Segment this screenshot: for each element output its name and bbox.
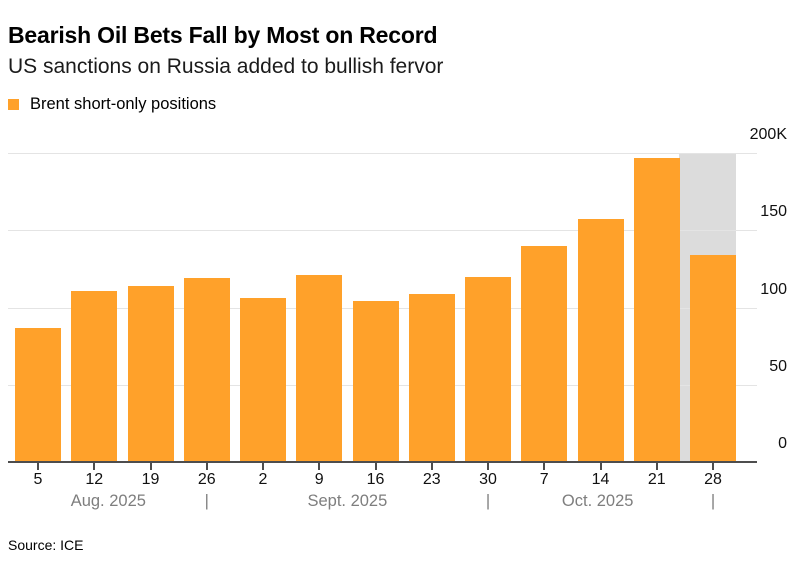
bar [633,157,680,462]
y-tick-label: 200K [749,126,787,143]
legend: Brent short-only positions [8,95,216,113]
bar [127,285,174,462]
x-tick-label: 7 [539,471,549,488]
month-separator: | [204,492,209,510]
x-tick-label: 23 [422,471,441,488]
bar [690,254,736,462]
y-tick-label: 150 [760,203,787,221]
bar [15,327,61,462]
y-tick-label: 50 [769,357,787,375]
month-separator: | [710,492,716,510]
x-tick [599,463,602,470]
x-tick [93,463,96,470]
x-tick [712,463,714,470]
x-tick [318,463,321,470]
x-tick-label: 9 [314,471,324,488]
x-tick-label: 12 [85,471,104,488]
bar [577,219,624,462]
x-tick [543,463,546,470]
x-axis-line [8,460,757,463]
x-tick-label: 28 [704,471,722,488]
month-label: Oct. 2025 [561,492,634,510]
x-tick-label: 16 [366,471,385,488]
x-tick-label: 21 [647,471,666,488]
x-tick [655,463,658,470]
x-tick [205,463,208,470]
x-tick [487,463,489,470]
chart-title: Bearish Oil Bets Fall by Most on Record [8,22,438,48]
x-tick [374,463,377,470]
bar [183,278,230,462]
x-tick [37,463,39,470]
bar [240,298,286,462]
x-tick-label: 5 [33,471,43,488]
x-tick [149,463,152,470]
legend-swatch-icon [8,98,19,110]
month-label: Sept. 2025 [307,492,388,510]
y-tick-label: 100 [760,280,787,298]
x-tick-label: 26 [197,471,216,488]
gridline [8,153,757,154]
bar [465,276,511,462]
bar [408,293,455,462]
x-tick [430,463,433,470]
bar [521,245,568,462]
x-tick-label: 19 [141,471,160,488]
y-tick-label: 0 [778,435,787,452]
month-label: Aug. 2025 [70,492,146,510]
bar [296,275,343,462]
source-note: Source: ICE [8,537,84,553]
bar [71,290,118,462]
x-tick-label: 14 [591,471,610,488]
bar [352,301,399,462]
chart-subtitle: US sanctions on Russia added to bullish … [8,55,444,78]
x-tick-label: 30 [479,471,497,488]
x-tick-label: 2 [258,471,268,488]
gridline [8,230,757,232]
x-tick [262,463,264,470]
legend-label: Brent short-only positions [30,94,217,113]
month-separator: | [485,492,491,510]
